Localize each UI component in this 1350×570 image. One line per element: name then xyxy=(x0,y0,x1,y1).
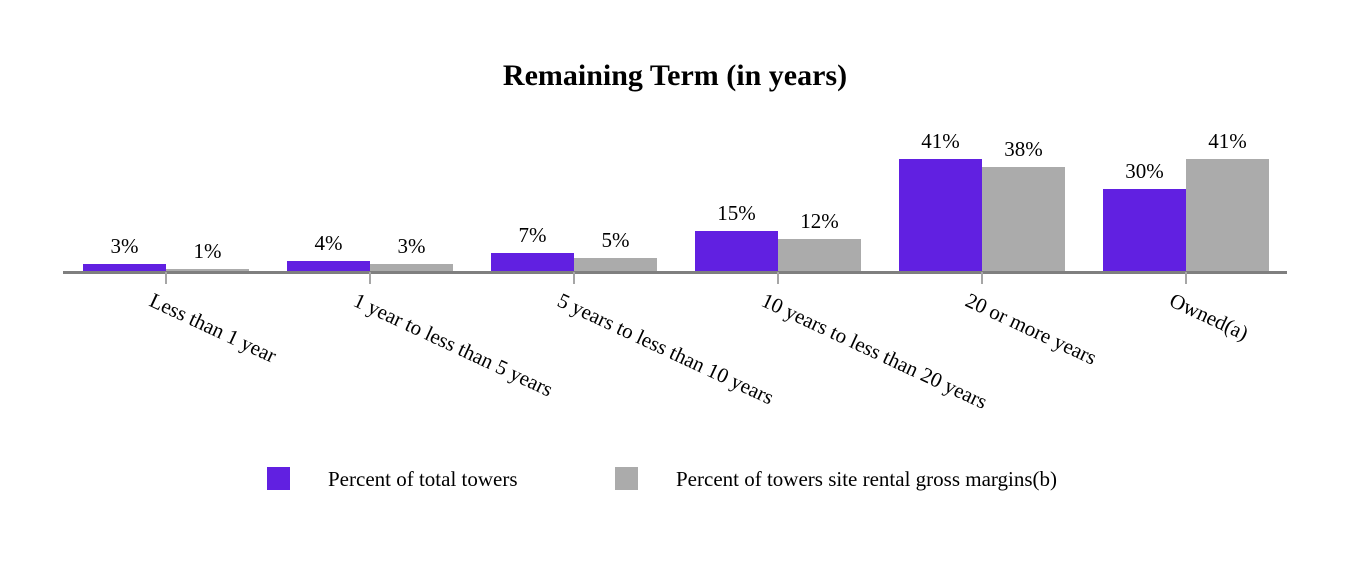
bar-data-label: 5% xyxy=(601,228,630,252)
x-axis-tick xyxy=(981,272,983,284)
bar-series1 xyxy=(899,159,982,272)
bar-data-label: 7% xyxy=(518,223,547,247)
legend-label-total-towers: Percent of total towers xyxy=(328,467,518,491)
bar-series1 xyxy=(1103,189,1186,272)
bar-series2 xyxy=(574,258,657,272)
chart-title: Remaining Term (in years) xyxy=(502,59,848,92)
bar-data-label: 4% xyxy=(314,231,343,255)
bar-data-label: 12% xyxy=(800,209,839,233)
x-axis-tick xyxy=(1185,272,1187,284)
bar-series2 xyxy=(778,239,861,272)
legend-swatch-total-towers xyxy=(267,467,290,490)
bar-data-label: 3% xyxy=(397,234,426,258)
legend-label-gross-margins: Percent of towers site rental gross marg… xyxy=(676,467,1058,491)
x-axis-tick xyxy=(573,272,575,284)
bar-series2 xyxy=(166,269,249,272)
x-axis-tick xyxy=(777,272,779,284)
x-axis-line xyxy=(63,271,1287,274)
bar-series1 xyxy=(83,264,166,272)
bar-data-label: 41% xyxy=(921,129,960,153)
bar-data-label: 30% xyxy=(1125,159,1164,183)
bar-series2 xyxy=(1186,159,1269,272)
bar-data-label: 41% xyxy=(1208,129,1247,153)
bar-series1 xyxy=(695,231,778,272)
bar-data-label: 1% xyxy=(193,239,222,263)
bar-series1 xyxy=(491,253,574,272)
bar-data-label: 38% xyxy=(1004,137,1043,161)
bar-series2 xyxy=(370,264,453,272)
x-axis-tick xyxy=(369,272,371,284)
legend-swatch-gross-margins xyxy=(615,467,638,490)
bar-data-label: 3% xyxy=(110,234,139,258)
bar-series2 xyxy=(982,167,1065,272)
bar-data-label: 15% xyxy=(717,201,756,225)
x-axis-tick xyxy=(165,272,167,284)
bar-series1 xyxy=(287,261,370,272)
